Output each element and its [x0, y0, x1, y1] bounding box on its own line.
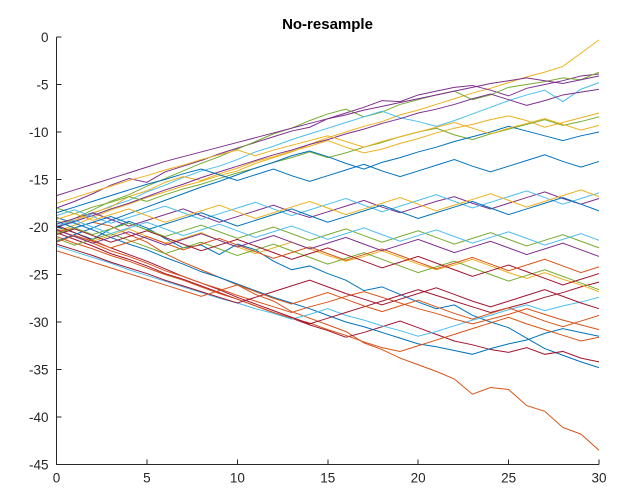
x-tick-label: 25	[501, 471, 516, 486]
y-tick-label: -30	[29, 315, 49, 330]
y-tick-label: 0	[41, 30, 49, 45]
series-line-2	[56, 221, 600, 451]
series-line-11	[56, 88, 600, 228]
series-line-32	[56, 75, 600, 197]
x-tick-label: 10	[230, 471, 245, 486]
series-line-24	[56, 189, 600, 223]
series-line-21	[56, 228, 600, 286]
x-tick-label: 20	[411, 471, 426, 486]
series-line-10	[56, 112, 600, 223]
y-axis-ticks: 0 -5 -10 -15 -20 -25 -30 -35 -40 -45	[29, 30, 62, 473]
series-line-26	[56, 222, 600, 249]
series-line-25	[56, 229, 600, 257]
series-line-27	[56, 219, 600, 246]
x-tick-label: 0	[53, 471, 61, 486]
chart-title: No-resample	[282, 16, 373, 33]
series-line-9	[56, 236, 600, 352]
series-line-31	[56, 118, 600, 204]
series-line-1	[56, 220, 600, 369]
y-tick-label: -40	[29, 410, 49, 425]
series-line-20	[56, 190, 600, 224]
series-line-18	[56, 191, 600, 227]
y-tick-label: -25	[29, 268, 49, 283]
y-tick-label: -45	[29, 458, 49, 473]
series-line-8	[56, 217, 600, 355]
y-tick-label: -35	[29, 363, 49, 378]
y-tick-label: -15	[29, 173, 49, 188]
series-line-16	[56, 228, 600, 331]
series-line-23	[56, 235, 600, 274]
series-line-19	[56, 233, 600, 291]
x-tick-label: 15	[320, 471, 335, 486]
y-tick-label: -20	[29, 220, 49, 235]
series-line-13	[56, 245, 600, 337]
x-axis-ticks: 0 5 10 15 20 25 30	[53, 459, 607, 486]
series-line-3	[56, 39, 600, 233]
series-line-28	[56, 243, 600, 310]
series-line-7	[56, 232, 600, 363]
series-line-5	[56, 71, 600, 228]
series-line-30	[56, 250, 600, 328]
y-tick-label: -5	[36, 78, 48, 93]
x-tick-label: 30	[591, 471, 606, 486]
series-line-6	[56, 82, 600, 228]
series-layer	[56, 39, 600, 451]
series-line-12	[56, 116, 600, 215]
x-tick-label: 5	[143, 471, 151, 486]
series-line-15	[56, 125, 600, 242]
series-line-29	[56, 154, 600, 214]
y-tick-label: -10	[29, 125, 49, 140]
